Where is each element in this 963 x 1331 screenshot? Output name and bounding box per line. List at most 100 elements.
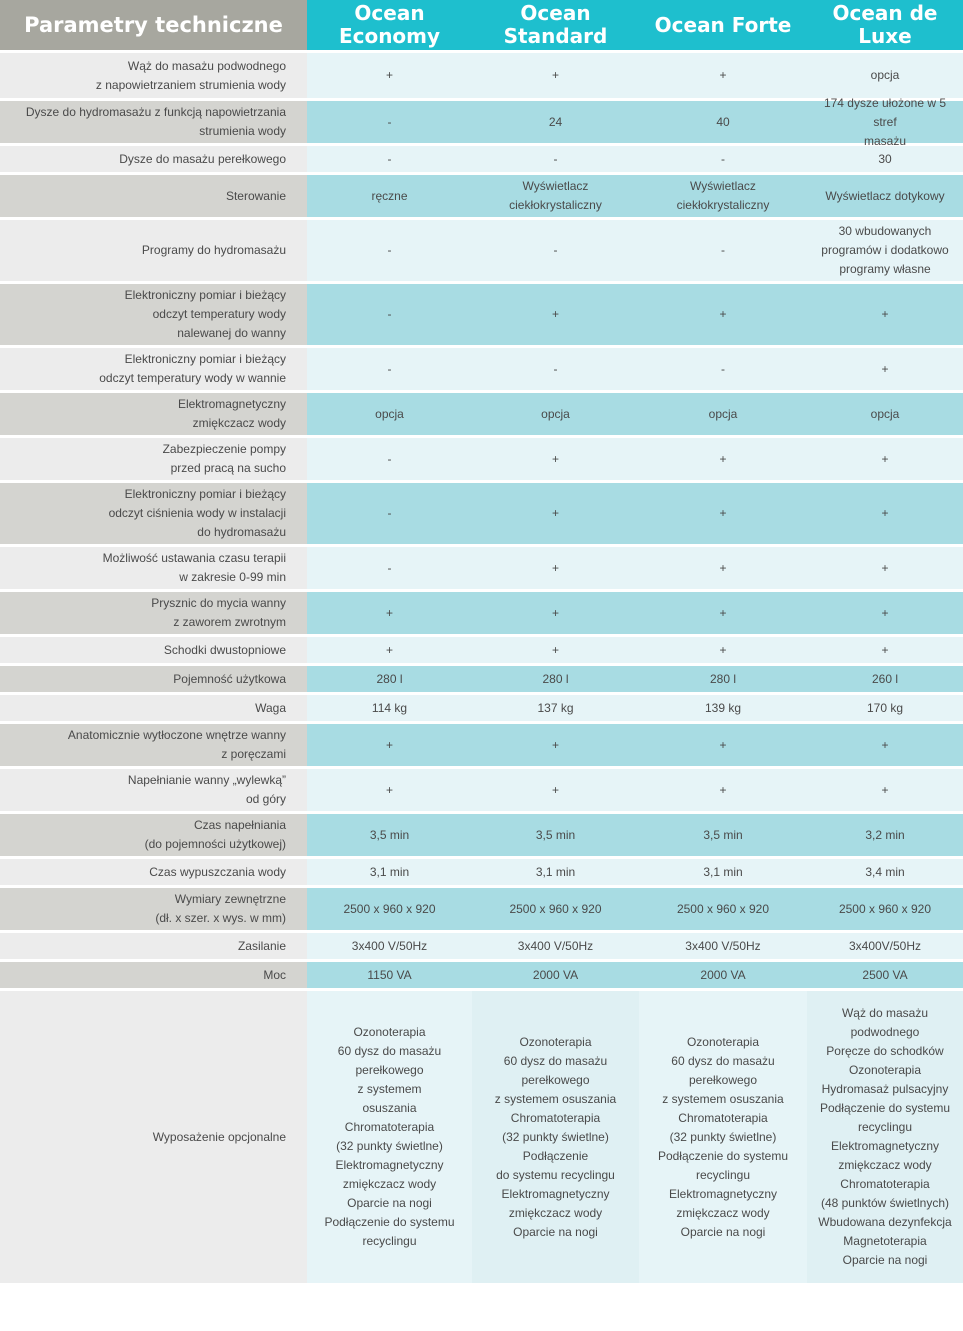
value-standard: 280 l [472, 666, 639, 692]
value-economy: 114 kg [307, 695, 472, 721]
value-deluxe: 30 [807, 146, 963, 172]
row-label: Prysznic do mycia wanny z zaworem zwrotn… [0, 592, 307, 634]
table-row: Elektroniczny pomiar i bieżący odczyt ci… [0, 483, 963, 547]
table-row: Zasilanie 3x400 V/50Hz 3x400 V/50Hz 3x400 V… [0, 933, 963, 962]
value-forte: 2500 x 960 x 920 [639, 888, 807, 930]
value-economy: + [307, 592, 472, 634]
table-row: Waga 114 kg 137 kg 139 kg 170 kg [0, 695, 963, 724]
value-deluxe: Wąż do masażu podwodnego Poręcze do scho… [807, 991, 963, 1283]
value-economy: - [307, 438, 472, 480]
value-forte: Wyświetlacz ciekłokrystaliczny [639, 175, 807, 217]
table-row: Wąż do masażu podwodnego z napowietrzani… [0, 53, 963, 101]
value-forte: + [639, 438, 807, 480]
value-economy: 3,1 min [307, 859, 472, 885]
table-row: Napełnianie wanny „wylewką” od góry + + + + [0, 769, 963, 814]
value-economy: 3,5 min [307, 814, 472, 856]
row-label: Programy do hydromasażu [0, 220, 307, 281]
value-standard: opcja [472, 393, 639, 435]
table-row: Czas napełniania (do pojemności użytkowe… [0, 814, 963, 859]
value-deluxe: + [807, 547, 963, 589]
value-deluxe: 3,2 min [807, 814, 963, 856]
value-forte: - [639, 146, 807, 172]
value-economy: - [307, 483, 472, 544]
table-row: Wymiary zewnętrzne (dł. x szer. x wys. w… [0, 888, 963, 933]
table-row: Prysznic do mycia wanny z zaworem zwrotn… [0, 592, 963, 637]
row-label: Możliwość ustawania czasu terapii w zakr… [0, 547, 307, 589]
value-forte: + [639, 53, 807, 98]
value-economy: 2500 x 960 x 920 [307, 888, 472, 930]
row-label: Wyposażenie opcjonalne [0, 991, 307, 1283]
table-row: Anatomicznie wytłoczone wnętrze wanny z … [0, 724, 963, 769]
value-standard: Ozonoterapia 60 dysz do masażu perełkowe… [472, 991, 639, 1283]
value-forte: + [639, 769, 807, 811]
value-forte: + [639, 547, 807, 589]
table-row: Możliwość ustawania czasu terapii w zakr… [0, 547, 963, 592]
table-row: Elektroniczny pomiar i bieżący odczyt te… [0, 284, 963, 348]
value-deluxe: + [807, 348, 963, 390]
value-forte: - [639, 220, 807, 281]
row-label: Elektroniczny pomiar i bieżący odczyt te… [0, 284, 307, 345]
table-row: Dysze do masażu perełkowego - - -30 [0, 146, 963, 175]
value-deluxe: 2500 x 960 x 920 [807, 888, 963, 930]
table-row: Zabezpieczenie pompy przed pracą na such… [0, 438, 963, 483]
value-deluxe: 3,4 min [807, 859, 963, 885]
row-label: Zabezpieczenie pompy przed pracą na such… [0, 438, 307, 480]
table-row: Pojemność użytkowa 280 l 280 l 280 l 260 l [0, 666, 963, 695]
value-economy: opcja [307, 393, 472, 435]
row-label: Napełnianie wanny „wylewką” od góry [0, 769, 307, 811]
value-forte: 3x400 V/50Hz [639, 933, 807, 959]
row-label: Czas wypuszczania wody [0, 859, 307, 885]
row-label: Elektroniczny pomiar i bieżący odczyt ci… [0, 483, 307, 544]
value-deluxe: 170 kg [807, 695, 963, 721]
model-header-forte: Ocean Forte [639, 0, 807, 50]
value-deluxe: 174 dysze ułożone w 5 stref masażu [807, 96, 963, 148]
row-label: Elektromagnetyczny zmiękczacz wody [0, 393, 307, 435]
value-deluxe: 260 l [807, 666, 963, 692]
row-label: Zasilanie [0, 933, 307, 959]
value-economy: - [307, 284, 472, 345]
value-standard: Wyświetlacz ciekłokrystaliczny [472, 175, 639, 217]
value-deluxe: + [807, 438, 963, 480]
table-body: Wąż do masażu podwodnego z napowietrzani… [0, 53, 963, 1286]
row-label: Wąż do masażu podwodnego z napowietrzani… [0, 53, 307, 98]
value-forte: 139 kg [639, 695, 807, 721]
value-standard: + [472, 637, 639, 663]
value-forte: + [639, 483, 807, 544]
value-economy: Ozonoterapia 60 dysz do masażu perełkowe… [307, 991, 472, 1283]
value-standard: + [472, 592, 639, 634]
value-economy: 280 l [307, 666, 472, 692]
value-economy: + [307, 724, 472, 766]
value-forte: + [639, 724, 807, 766]
value-deluxe: + [807, 637, 963, 663]
value-standard: - [472, 348, 639, 390]
value-forte: Ozonoterapia 60 dysz do masażu perełkowe… [639, 991, 807, 1283]
value-forte: opcja [639, 393, 807, 435]
value-standard: - [472, 220, 639, 281]
row-label: Dysze do hydromasażu z funkcją napowietr… [0, 101, 307, 143]
value-standard: 3,1 min [472, 859, 639, 885]
value-standard: 2000 VA [472, 962, 639, 988]
value-economy: - [307, 146, 472, 172]
value-forte: - [639, 348, 807, 390]
row-label: Elektroniczny pomiar i bieżący odczyt te… [0, 348, 307, 390]
value-deluxe: + [807, 592, 963, 634]
value-forte: 3,1 min [639, 859, 807, 885]
value-forte: + [639, 637, 807, 663]
value-forte: 40 [639, 101, 807, 143]
value-economy: - [307, 348, 472, 390]
table-header: Parametry techniczne Ocean Economy Ocean… [0, 0, 963, 50]
value-forte: + [639, 592, 807, 634]
spec-table: Parametry techniczne Ocean Economy Ocean… [0, 0, 963, 1286]
value-standard: 24 [472, 101, 639, 143]
table-row: Czas wypuszczania wody 3,1 min 3,1 min 3,1 … [0, 859, 963, 888]
row-label: Anatomicznie wytłoczone wnętrze wanny z … [0, 724, 307, 766]
value-economy: - [307, 547, 472, 589]
value-standard: 137 kg [472, 695, 639, 721]
value-standard: 2500 x 960 x 920 [472, 888, 639, 930]
value-economy: + [307, 53, 472, 98]
value-economy: 3x400 V/50Hz [307, 933, 472, 959]
value-forte: 2000 VA [639, 962, 807, 988]
model-header-economy: Ocean Economy [307, 0, 472, 50]
table-row: Elektroniczny pomiar i bieżący odczyt te… [0, 348, 963, 393]
value-standard: + [472, 547, 639, 589]
